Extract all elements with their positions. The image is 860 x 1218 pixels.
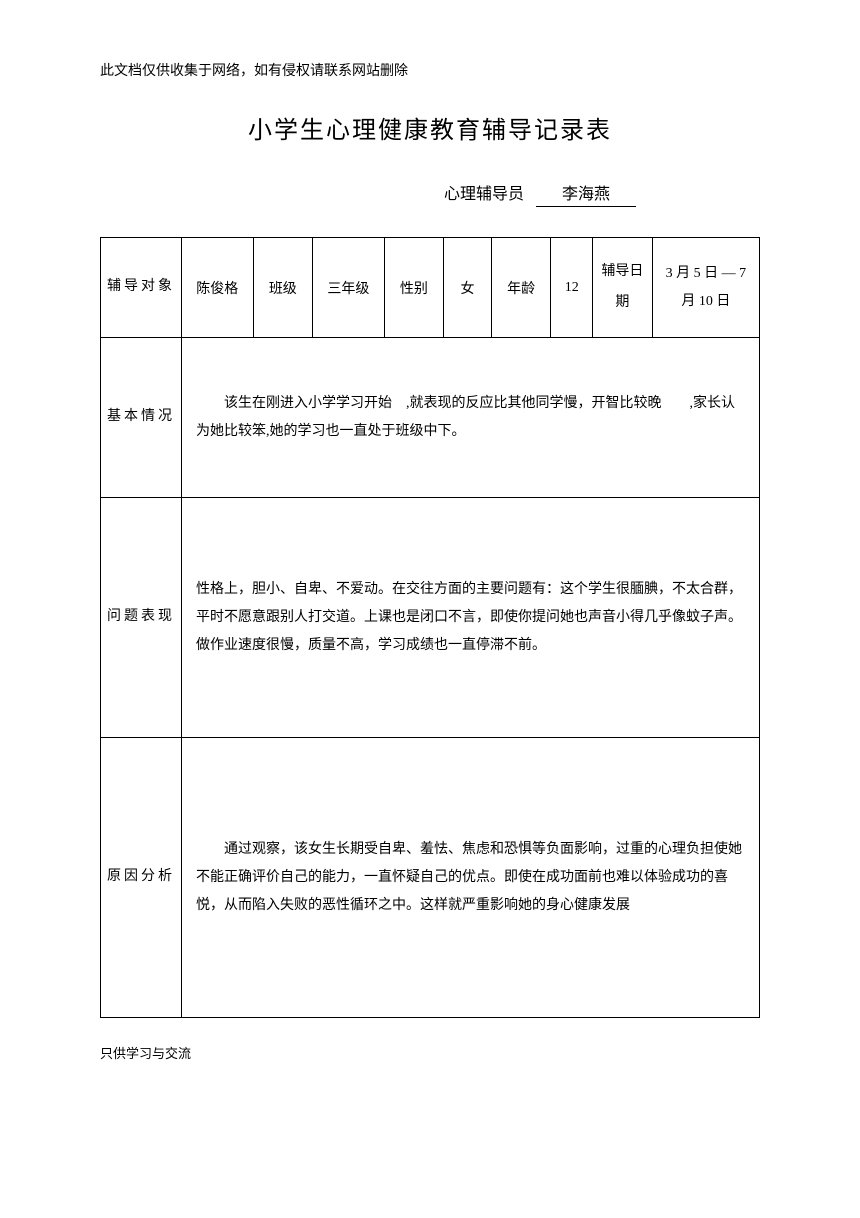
gender-label: 性别 xyxy=(384,238,444,338)
footer-note: 只供学习与交流 xyxy=(100,1043,760,1062)
reason-row: 原因分析 通过观察，该女生长期受自卑、羞怯、焦虑和恐惧等负面影响，过重的心理负担… xyxy=(101,738,760,1018)
problem-row: 问题表现 性格上，胆小、自卑、不爱动。在交往方面的主要问题有：这个学生很腼腆，不… xyxy=(101,498,760,738)
reason-content: 通过观察，该女生长期受自卑、羞怯、焦虑和恐惧等负面影响，过重的心理负担使她不能正… xyxy=(182,738,760,1018)
basic-label: 基本情况 xyxy=(101,338,182,498)
class-label: 班级 xyxy=(253,238,313,338)
record-table: 辅导对象 陈俊格 班级 三年级 性别 女 年龄 12 辅导日期 3 月 5 日 … xyxy=(100,237,760,1018)
document-title: 小学生心理健康教育辅导记录表 xyxy=(100,110,760,145)
reason-label: 原因分析 xyxy=(101,738,182,1018)
counselor-field: 心理辅导员 李海燕 xyxy=(100,180,760,207)
gender-value: 女 xyxy=(444,238,492,338)
basic-content: 该生在刚进入小学学习开始 ,就表现的反应比其他同学慢，开智比较晚 ,家长认为她比… xyxy=(182,338,760,498)
problem-label: 问题表现 xyxy=(101,498,182,738)
age-value: 12 xyxy=(551,238,593,338)
header-disclaimer: 此文档仅供收集于网络，如有侵权请联系网站删除 xyxy=(100,60,760,80)
table-header-row: 辅导对象 陈俊格 班级 三年级 性别 女 年龄 12 辅导日期 3 月 5 日 … xyxy=(101,238,760,338)
counselor-label: 心理辅导员 xyxy=(444,180,524,204)
age-label: 年龄 xyxy=(491,238,551,338)
date-label: 辅导日期 xyxy=(593,238,653,338)
basic-situation-row: 基本情况 该生在刚进入小学学习开始 ,就表现的反应比其他同学慢，开智比较晚 ,家… xyxy=(101,338,760,498)
student-name: 陈俊格 xyxy=(182,238,254,338)
problem-content: 性格上，胆小、自卑、不爱动。在交往方面的主要问题有：这个学生很腼腆，不太合群，平… xyxy=(182,498,760,738)
counselor-name: 李海燕 xyxy=(536,180,636,207)
date-value: 3 月 5 日 — 7 月 10 日 xyxy=(652,238,759,338)
subject-label: 辅导对象 xyxy=(101,238,182,338)
class-value: 三年级 xyxy=(313,238,385,338)
